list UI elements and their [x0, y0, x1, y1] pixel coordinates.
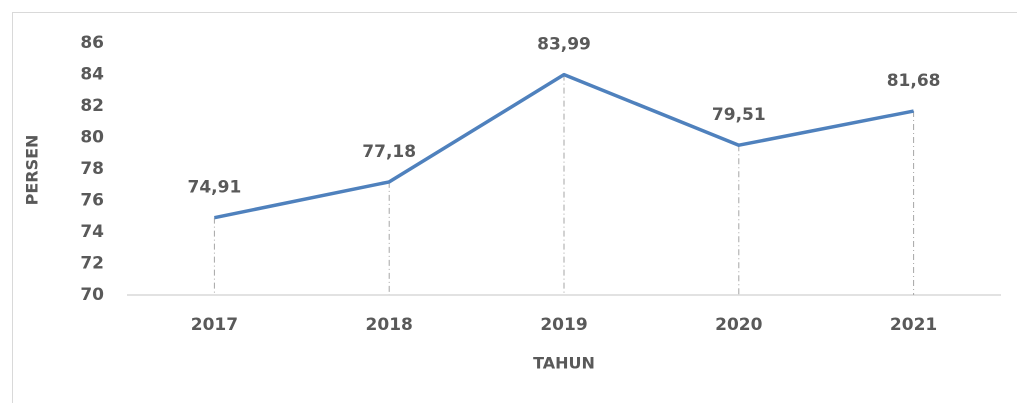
x-tick-label: 2021 [890, 315, 937, 335]
y-tick-label: 86 [80, 33, 104, 53]
y-tick-label: 84 [80, 65, 104, 85]
line [214, 72, 914, 220]
x-tick-label: 2020 [715, 315, 762, 335]
x-tick-label: 2017 [191, 315, 238, 335]
y-tick-label: 82 [80, 96, 104, 116]
data-label: 83,99 [537, 35, 591, 55]
chart-frame [12, 12, 1017, 403]
data-label: 79,51 [712, 105, 766, 125]
y-tick-label: 74 [80, 222, 104, 242]
data-label: 74,91 [188, 178, 242, 198]
x-axis-title: TAHUN [533, 354, 595, 373]
y-tick-label: 76 [80, 191, 104, 211]
y-tick-label: 70 [80, 285, 104, 305]
y-tick-label: 72 [80, 254, 104, 274]
data-label: 81,68 [887, 71, 941, 91]
x-tick-label: 2019 [540, 315, 587, 335]
y-tick-label: 80 [80, 128, 104, 148]
y-axis-title: PERSEN [23, 135, 42, 206]
y-tick-label: 78 [80, 159, 104, 179]
data-label: 77,18 [362, 142, 416, 162]
x-tick-label: 2018 [366, 315, 413, 335]
